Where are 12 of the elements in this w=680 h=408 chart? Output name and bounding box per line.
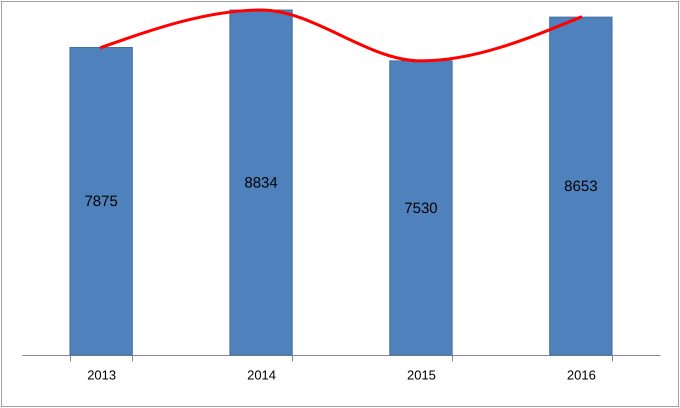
bar [69, 46, 133, 356]
x-tick-label: 2015 [406, 368, 436, 382]
x-tick-label: 2013 [87, 368, 116, 382]
x-tick-label: 2014 [247, 368, 276, 382]
data-label: 7530 [404, 200, 438, 217]
bar [389, 60, 453, 356]
data-label: 8653 [564, 178, 598, 196]
data-label: 8834 [244, 174, 278, 192]
bar [229, 10, 293, 356]
data-label: 7875 [84, 193, 118, 210]
x-tick-label: 2016 [566, 368, 596, 382]
bar [549, 16, 613, 356]
